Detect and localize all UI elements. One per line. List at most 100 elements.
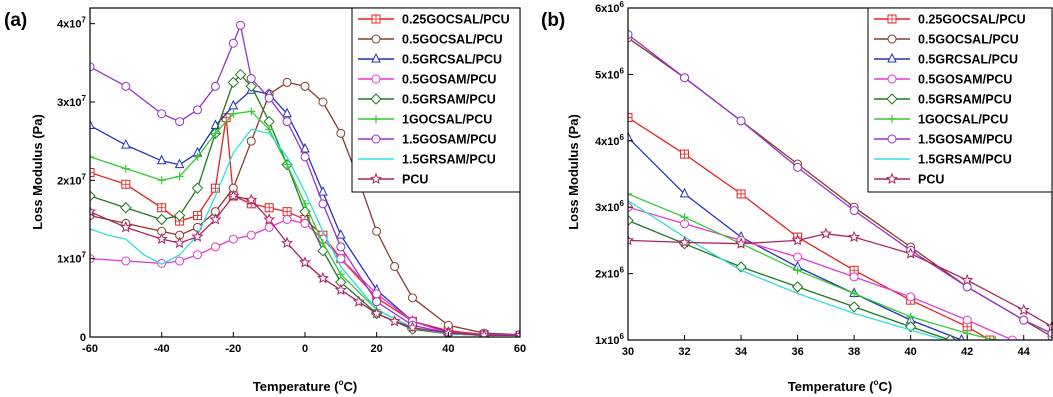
panel-a-x-axis-label-main: Temperature (	[253, 379, 339, 394]
panel-b-data-point	[958, 333, 965, 340]
panel-a-data-point	[191, 182, 204, 194]
panel-a-data-point	[228, 38, 238, 48]
panel-b-x-tick-label: 34	[735, 346, 748, 358]
panel-a-legend-label: 0.5GOCSAL/PCU	[402, 33, 503, 47]
panel-a-x-tick-label: 40	[442, 343, 454, 355]
panel-b-data-point	[736, 189, 746, 199]
panel-b-data-point	[735, 237, 748, 249]
panel-b-legend: 0.25GOCSAL/PCU 0.5GOCSAL/PCU 0.5GRCSAL/PCU…	[867, 7, 1053, 193]
panel-b-series-line	[628, 233, 1053, 328]
panel-a-data-point	[175, 172, 184, 181]
panel-a-data-point	[155, 232, 168, 245]
panel-b-data-point	[628, 131, 633, 141]
panel-a-data-point	[174, 158, 185, 169]
panel-a-data-point	[513, 329, 520, 337]
panel-b-legend-label: 0.5GOCSAL/PCU	[918, 33, 1019, 47]
panel-b-legend-label: 1.5GRSAM/PCU	[918, 153, 1012, 167]
panel-b-data-point	[628, 30, 633, 40]
panel-b-series-line	[628, 219, 951, 340]
panel-b-data-point	[906, 292, 916, 302]
panel-a-axis-ticks: -60 -40 -20 0 20 40 60 0 1x107 2x107 3x107 4x107	[57, 16, 526, 355]
chart-panel-a: (a) -60 -40 -20 0 20 40 60 0 1x107 2x107 3x107 4x10…	[4, 7, 526, 394]
panel-a-data-point	[336, 128, 346, 138]
panel-a-data-point	[300, 218, 310, 228]
panel-b-legend-marker	[887, 34, 897, 44]
panel-b-legend-marker	[887, 14, 897, 24]
panel-b-x-axis-degree: o	[874, 378, 879, 387]
panel-b-legend-marker	[886, 93, 898, 105]
panel-b-axis-ticks: 30 32 34 36 38 40 42 44 1x106 2x106 3x106 4x106 5x10…	[595, 0, 1031, 358]
panel-a-data-point	[175, 117, 185, 127]
panel-a-legend-marker	[371, 74, 381, 84]
panel-a-data-point	[120, 202, 132, 214]
panel-a-x-tick-label: 20	[371, 343, 383, 355]
panel-a-data-point	[282, 77, 292, 87]
panel-b-data-point	[1019, 315, 1029, 325]
panel-b-x-tick-label: 40	[905, 346, 917, 358]
panel-a-y-tick-label: 1x107	[57, 251, 86, 266]
panel-b-x-axis-unit: C)	[878, 379, 892, 394]
panel-a-legend-label: 1.5GOSAM/PCU	[402, 133, 496, 147]
panel-a-data-point	[210, 242, 220, 252]
panel-a-data-point	[246, 136, 256, 146]
panel-a-legend-marker	[370, 93, 382, 105]
panel-a-data-point	[246, 230, 256, 240]
panel-a-data-point	[193, 250, 202, 260]
panel-b-series-line	[628, 117, 991, 340]
panel-a-legend-label: 0.5GOSAM/PCU	[402, 73, 496, 87]
panel-b-data-point	[680, 73, 690, 83]
panel-a-data-point	[157, 176, 166, 185]
panel-b-y-tick-label: 4x106	[595, 133, 624, 148]
panel-b-data-point	[904, 247, 917, 259]
panel-a-data-point	[228, 99, 239, 110]
panel-b-legend-marker	[887, 52, 897, 63]
panel-b-legend-marker	[888, 115, 896, 123]
panel-b-data-point	[736, 116, 746, 126]
panel-b-data-point	[961, 273, 974, 286]
panel-a-data-point	[316, 272, 329, 284]
panel-a-data-point	[247, 107, 256, 116]
panel-a-label: (a)	[4, 10, 27, 31]
panel-b-x-axis-label: Temperature (oC)	[788, 378, 892, 394]
panel-a-data-point	[388, 314, 401, 327]
panel-a-data-point	[281, 236, 294, 249]
panel-a-data-point	[211, 129, 220, 138]
panel-b-legend-marker	[887, 134, 897, 144]
panel-a-data-point	[245, 193, 258, 206]
panel-b-x-tick-label: 32	[678, 346, 690, 358]
panel-a-data-point	[157, 203, 167, 213]
panel-a-series-line	[90, 128, 520, 337]
panel-b-data-point	[849, 272, 859, 282]
panel-b-y-tick-label: 5x106	[595, 66, 624, 81]
panel-b-data-point	[962, 315, 972, 325]
panel-b-data-point	[1017, 303, 1030, 316]
panel-a-x-tick-label: -20	[225, 343, 241, 355]
panel-b-data-point	[678, 236, 691, 248]
panel-b-data-point	[944, 334, 956, 340]
panel-a-data-point	[298, 256, 312, 268]
panel-b-legend-label: 0.5GOSAM/PCU	[918, 73, 1012, 87]
panel-a-data-point	[90, 152, 94, 161]
panel-a-data-point	[318, 185, 328, 196]
panel-a-data-point	[478, 329, 491, 337]
panel-b-data-point	[848, 301, 860, 313]
panel-b-x-tick-label: 42	[961, 346, 973, 358]
panel-a-x-tick-label: 0	[302, 343, 308, 355]
panel-b-legend-label: 0.5GRSAM/PCU	[918, 93, 1012, 107]
panel-a-legend-marker	[371, 52, 381, 63]
panel-b-legend-label: PCU	[918, 173, 944, 187]
panel-a-data-point	[372, 297, 382, 307]
panel-a-data-point	[336, 229, 346, 239]
panel-b-data-point	[849, 206, 859, 216]
panel-a-data-point	[234, 68, 247, 81]
panel-a-data-point	[264, 93, 274, 103]
panel-a-data-point	[121, 179, 131, 189]
panel-a-data-point	[300, 81, 310, 91]
panel-a-legend-label: 0.5GRCSAL/PCU	[402, 53, 502, 67]
panel-b-data-point	[793, 252, 803, 262]
panel-a-data-point	[209, 213, 222, 225]
panel-a-data-point	[119, 221, 132, 233]
panel-b-x-tick-label: 38	[848, 346, 860, 358]
panel-b-data-point	[791, 234, 804, 246]
